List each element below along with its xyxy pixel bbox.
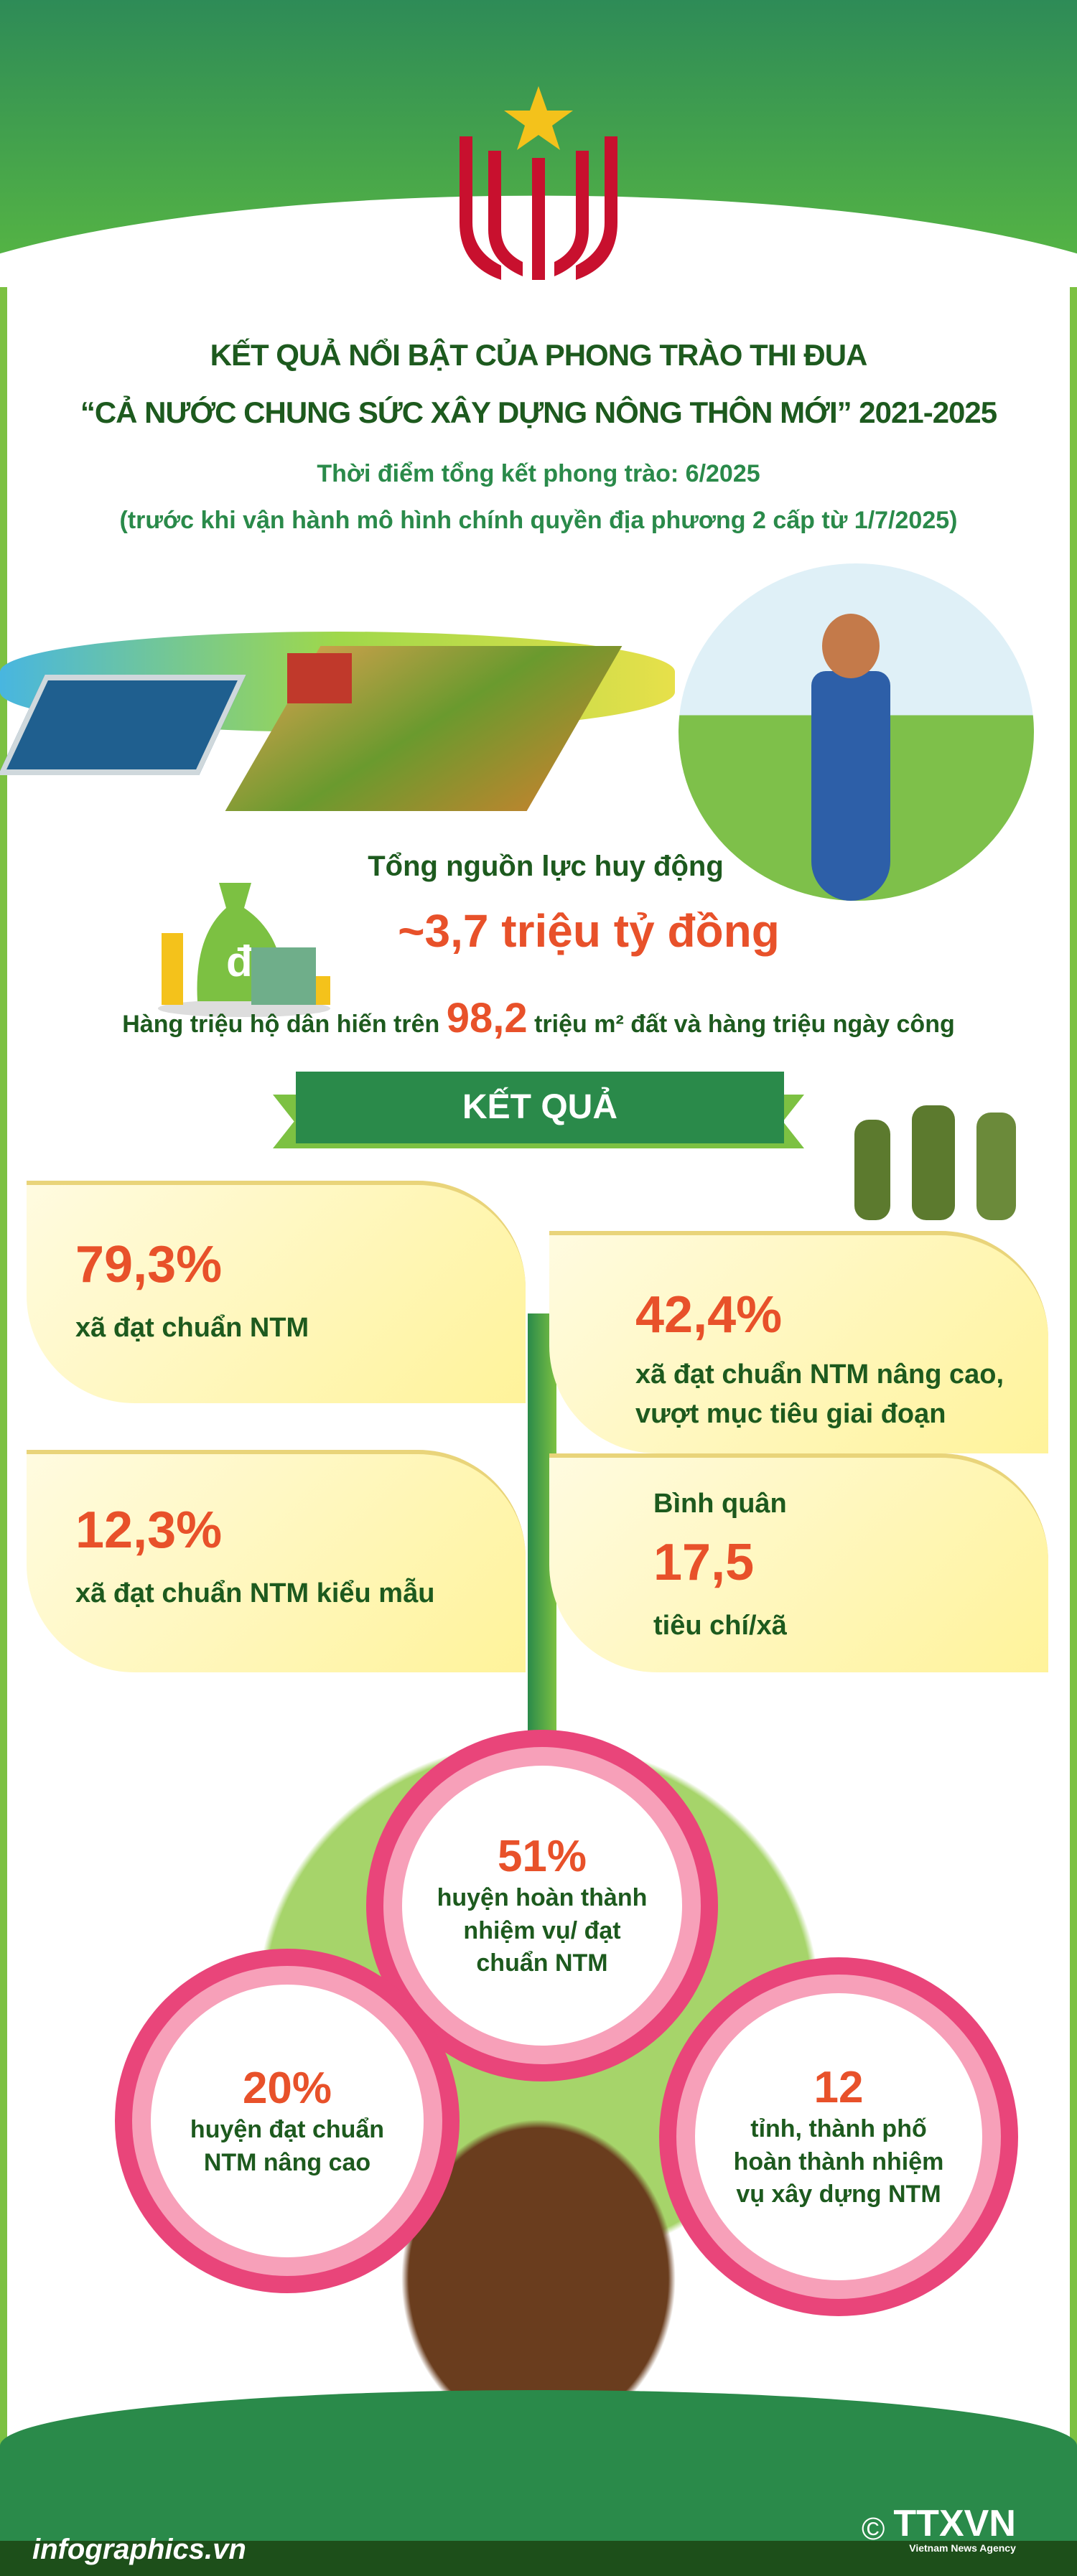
flower-value: 12: [813, 2062, 864, 2112]
flower-stat-provinces-completed: 12 tỉnh, thành phố hoàn thành nhiệm vụ x…: [695, 1993, 982, 2280]
card-label-line2: vượt mục tiêu giai đoạn: [635, 1399, 946, 1429]
page-border: [0, 287, 1077, 2576]
money-bag-icon: đ: [158, 883, 330, 1017]
card-label: tiêu chí/xã: [653, 1611, 787, 1641]
ttxvn-logo: © TTXVN Vietnam News Agency: [862, 2505, 1048, 2554]
card-label: xã đạt chuẩn NTM kiểu mẫu: [75, 1578, 435, 1608]
emblem-logo: [460, 86, 617, 280]
results-banner: KẾT QUẢ: [296, 1072, 784, 1143]
flower-label: tỉnh, thành phố hoàn thành nhiệm vụ xây …: [733, 2114, 944, 2209]
result-card-average-criteria: Bình quân 17,5 tiêu chí/xã: [549, 1453, 1048, 1672]
title-line2: “CẢ NƯỚC CHUNG SỨC XÂY DỰNG NÔNG THÔN MỚ…: [80, 395, 997, 429]
results-banner-text: KẾT QUẢ: [462, 1088, 617, 1126]
flower-label: huyện đạt chuẩn NTM nâng cao: [190, 2115, 385, 2176]
land-suffix: triệu m² đất và hàng triệu ngày công: [534, 1011, 955, 1038]
card-label: xã đạt chuẩn NTM: [75, 1313, 309, 1343]
subtitle-line1: Thời điểm tổng kết phong trào: 6/2025: [317, 460, 760, 487]
flower-value: 20%: [242, 2063, 332, 2113]
resources-label: Tổng nguồn lực huy động: [368, 851, 724, 882]
flower-stat-districts-completed: 51% huyện hoàn thành nhiệm vụ/ đạt chuẩn…: [402, 1766, 682, 2046]
agency-name: TTXVN: [893, 2503, 1016, 2544]
svg-text:đ: đ: [226, 937, 253, 985]
card-label-line1: xã đạt chuẩn NTM nâng cao,: [635, 1359, 1004, 1390]
farmer-illustration: [679, 563, 1034, 901]
agency-subtitle: Vietnam News Agency: [909, 2542, 1016, 2554]
farmers-illustration: [847, 1077, 1027, 1227]
land-prefix: Hàng triệu hộ dân hiến trên: [122, 1011, 440, 1038]
subtitle-line2: (trước khi vận hành mô hình chính quyền …: [119, 507, 958, 534]
flower-stat-districts-advanced: 20% huyện đạt chuẩn NTM nâng cao: [151, 1985, 424, 2257]
flower-value: 51%: [497, 1831, 587, 1881]
land-value: 98,2: [446, 995, 528, 1041]
copyright-icon: ©: [862, 2511, 885, 2547]
footer-site: infographics.vn: [32, 2534, 246, 2565]
card-value: 42,4%: [635, 1286, 783, 1344]
title-line1: KẾT QUẢ NỔI BẬT CỦA PHONG TRÀO THI ĐUA: [210, 338, 868, 372]
farm-illustration: [0, 589, 675, 818]
land-donation: Hàng triệu hộ dân hiến trên 98,2 triệu m…: [43, 994, 1034, 1042]
card-value: 17,5: [653, 1534, 755, 1591]
card-value: 79,3%: [75, 1236, 223, 1293]
resources-value: ~3,7 triệu tỷ đồng: [398, 905, 780, 957]
card-value: 12,3%: [75, 1502, 223, 1559]
result-card-communes-model: 12,3% xã đạt chuẩn NTM kiểu mẫu: [27, 1450, 526, 1672]
footer-bar: [0, 2541, 1077, 2576]
flower-label: huyện hoàn thành nhiệm vụ/ đạt chuẩn NTM: [437, 1883, 648, 1977]
result-card-communes-advanced: 42,4% xã đạt chuẩn NTM nâng cao, vượt mụ…: [549, 1231, 1048, 1453]
card-prefix: Bình quân: [653, 1489, 787, 1519]
result-card-communes-ntm: 79,3% xã đạt chuẩn NTM: [27, 1181, 526, 1403]
